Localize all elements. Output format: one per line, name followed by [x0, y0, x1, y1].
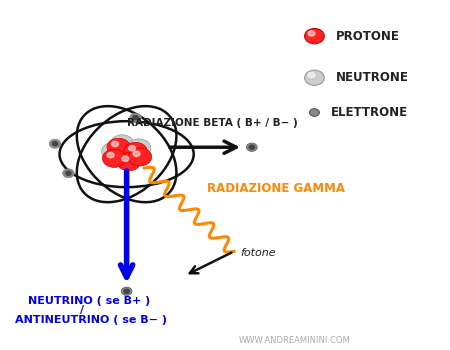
- Circle shape: [49, 139, 61, 148]
- Circle shape: [130, 113, 141, 122]
- Text: NEUTRINO ( se B+ ): NEUTRINO ( se B+ ): [28, 296, 150, 306]
- Circle shape: [124, 142, 147, 160]
- Circle shape: [117, 153, 140, 171]
- Circle shape: [133, 151, 140, 156]
- Text: RADIAZIONE GAMMA: RADIAZIONE GAMMA: [207, 182, 345, 195]
- Circle shape: [247, 143, 257, 152]
- Circle shape: [308, 72, 315, 78]
- Circle shape: [122, 156, 129, 161]
- Circle shape: [111, 135, 134, 153]
- Circle shape: [63, 169, 74, 178]
- Circle shape: [103, 149, 126, 167]
- Circle shape: [118, 149, 142, 167]
- Circle shape: [112, 141, 118, 147]
- Circle shape: [121, 287, 132, 295]
- Circle shape: [129, 146, 135, 151]
- Circle shape: [107, 138, 130, 156]
- Circle shape: [305, 70, 324, 85]
- Circle shape: [133, 116, 138, 120]
- Circle shape: [132, 142, 139, 147]
- Circle shape: [128, 148, 152, 166]
- Circle shape: [308, 31, 315, 36]
- Text: ELETTRONE: ELETTRONE: [331, 106, 408, 119]
- Circle shape: [249, 145, 255, 149]
- Text: /: /: [80, 306, 84, 315]
- Circle shape: [124, 289, 129, 293]
- Circle shape: [53, 142, 58, 146]
- Circle shape: [115, 138, 122, 143]
- Circle shape: [117, 150, 124, 155]
- Text: NEUTRONE: NEUTRONE: [335, 71, 408, 84]
- Circle shape: [102, 142, 125, 160]
- Circle shape: [66, 171, 71, 175]
- Text: RADIAZIONE BETA ( B+ / B− ): RADIAZIONE BETA ( B+ / B− ): [126, 118, 297, 128]
- Circle shape: [310, 109, 320, 116]
- Circle shape: [127, 139, 151, 157]
- Circle shape: [107, 153, 114, 158]
- Text: ANTINEUTRINO ( se B− ): ANTINEUTRINO ( se B− ): [15, 315, 167, 325]
- Text: WWW.ANDREAMININI.COM: WWW.ANDREAMININI.COM: [238, 336, 350, 345]
- Circle shape: [113, 147, 136, 165]
- Circle shape: [123, 152, 130, 157]
- Circle shape: [305, 28, 324, 44]
- Circle shape: [106, 146, 113, 151]
- Text: fotone: fotone: [241, 248, 276, 258]
- Text: PROTONE: PROTONE: [335, 30, 399, 43]
